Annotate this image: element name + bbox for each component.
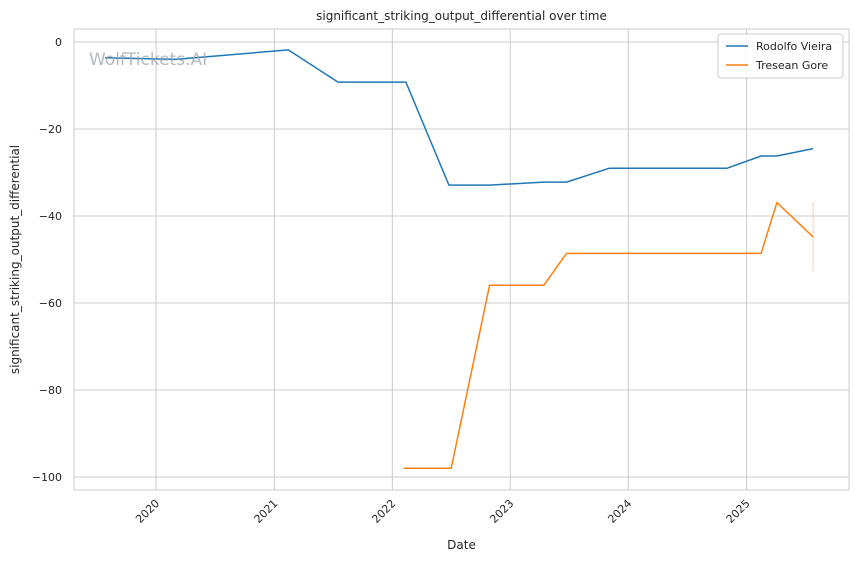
legend-label: Rodolfo Vieira	[756, 40, 832, 53]
series-layer	[104, 49, 814, 470]
y-tick-label: −60	[39, 297, 62, 310]
x-tick-label: 2025	[724, 497, 753, 526]
series-line-rodolfo-vieira	[104, 49, 814, 186]
watermark: WolfTickets.AI	[89, 50, 207, 70]
legend-label: Tresean Gore	[755, 59, 828, 72]
x-axis-title: Date	[447, 538, 476, 552]
plot-area	[73, 28, 850, 491]
x-axis-ticks: 2020 2021 2022 2023 2024 2025	[133, 497, 752, 526]
legend-box	[717, 33, 844, 79]
y-tick-label: −40	[39, 210, 62, 223]
x-tick-label: 2022	[369, 497, 398, 526]
series-line-tresean-gore	[403, 201, 814, 470]
y-tick-label: −100	[32, 471, 62, 484]
y-axis-ticks: 0 −20 −40 −60 −80 −100	[32, 36, 62, 484]
x-tick-label: 2021	[252, 497, 281, 526]
y-tick-label: −80	[39, 384, 62, 397]
x-tick-label: 2020	[133, 497, 162, 526]
y-axis-title: significant_striking_output_differential	[8, 145, 22, 374]
y-tick-label: 0	[55, 36, 62, 49]
legend: Rodolfo Vieira Tresean Gore	[717, 33, 844, 79]
y-tick-label: −20	[39, 123, 62, 136]
chart-title: significant_striking_output_differential…	[316, 9, 607, 23]
x-tick-label: 2023	[487, 497, 516, 526]
x-tick-label: 2024	[605, 497, 634, 526]
